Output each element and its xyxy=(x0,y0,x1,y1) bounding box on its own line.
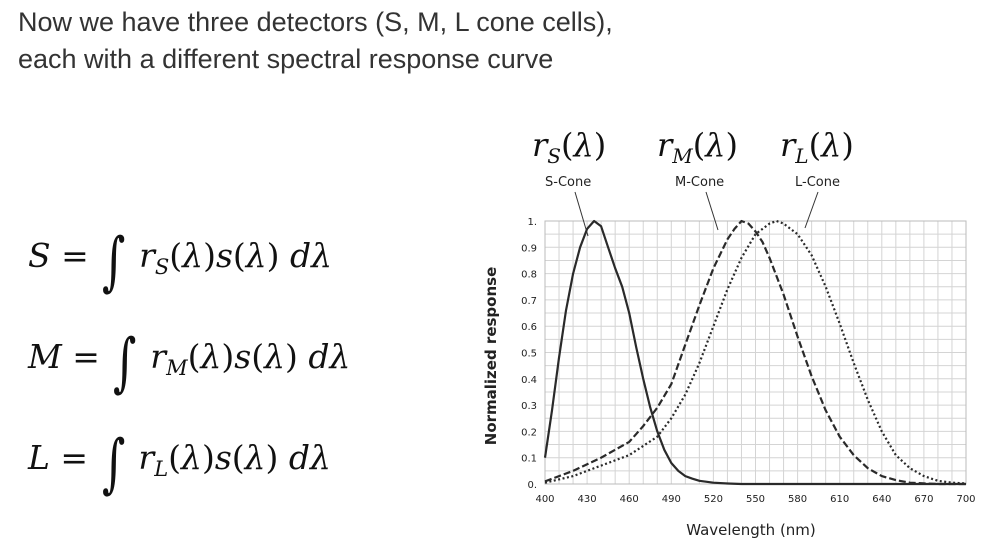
series-line-m-cone xyxy=(544,219,966,486)
equation-s-lhs: S xyxy=(28,236,51,275)
slide-title-line-2: each with a different spectral response … xyxy=(18,44,554,74)
y-tick-label: 0. xyxy=(527,480,537,491)
x-tick-label: 610 xyxy=(830,494,849,505)
y-tick-label: 0.7 xyxy=(521,296,537,307)
equation-m-subscript: M xyxy=(166,356,188,380)
x-tick-label: 640 xyxy=(872,494,891,505)
equation-s: S = ∫ rS(λ)s(λ) dλ xyxy=(28,225,333,299)
slide-title: Now we have three detectors (S, M, L con… xyxy=(18,4,613,78)
y-axis-label: Normalized response xyxy=(482,267,500,445)
leader-line-s xyxy=(574,191,589,237)
curve-label-s-math: rS(λ) xyxy=(532,126,607,168)
x-tick-label: 400 xyxy=(535,494,554,505)
x-tick-label: 670 xyxy=(914,494,933,505)
y-tick-label: 0.4 xyxy=(521,375,537,386)
y-tick-label: 0.6 xyxy=(521,322,537,333)
curve-label-m-subscript: M xyxy=(672,144,693,168)
cone-tag-s: S-Cone xyxy=(545,175,592,190)
y-tick-label: 0.2 xyxy=(521,427,537,438)
x-tick-label: 580 xyxy=(788,494,807,505)
x-tick-label: 460 xyxy=(620,494,639,505)
slide-title-line-1: Now we have three detectors (S, M, L con… xyxy=(18,7,613,37)
chart-ticks: 400 430 460 490 520 550 580 610 640 670 700 0. 0.1 0.… xyxy=(521,217,975,505)
y-tick-label: 0.3 xyxy=(521,401,537,412)
equation-m-lhs: M xyxy=(28,337,62,376)
cone-tag-m: M-Cone xyxy=(675,175,725,190)
curve-label-l-math: rL(λ) xyxy=(780,126,854,168)
chart-series xyxy=(543,219,967,486)
chart-grid xyxy=(544,220,967,485)
leader-line-l xyxy=(804,191,819,229)
x-axis-label: Wavelength (nm) xyxy=(686,521,816,539)
x-tick-label: 550 xyxy=(746,494,765,505)
equation-l: L = ∫ rL(λ)s(λ) dλ xyxy=(28,427,331,501)
curve-label-s-subscript: S xyxy=(547,144,561,168)
equation-m: M = ∫ rM(λ)s(λ) dλ xyxy=(28,326,351,400)
equation-l-lhs: L xyxy=(28,438,50,477)
cone-tag-l: L-Cone xyxy=(795,175,840,190)
y-tick-label: 1. xyxy=(527,217,537,228)
y-tick-label: 0.5 xyxy=(521,349,537,360)
series-line-s-cone xyxy=(543,219,966,486)
y-tick-label: 0.1 xyxy=(521,454,537,465)
x-tick-label: 490 xyxy=(662,494,681,505)
equation-l-subscript: L xyxy=(154,457,169,481)
x-tick-label: 520 xyxy=(704,494,723,505)
leader-line-m xyxy=(705,191,719,231)
x-tick-label: 430 xyxy=(578,494,597,505)
x-tick-label: 700 xyxy=(956,494,975,505)
equation-s-subscript: S xyxy=(154,255,170,279)
label-leader-lines xyxy=(574,191,819,237)
curve-label-l-subscript: L xyxy=(795,144,809,168)
y-tick-label: 0.8 xyxy=(521,270,537,281)
y-tick-label: 0.9 xyxy=(521,243,537,254)
curve-label-m-math: rM(λ) xyxy=(657,126,739,168)
